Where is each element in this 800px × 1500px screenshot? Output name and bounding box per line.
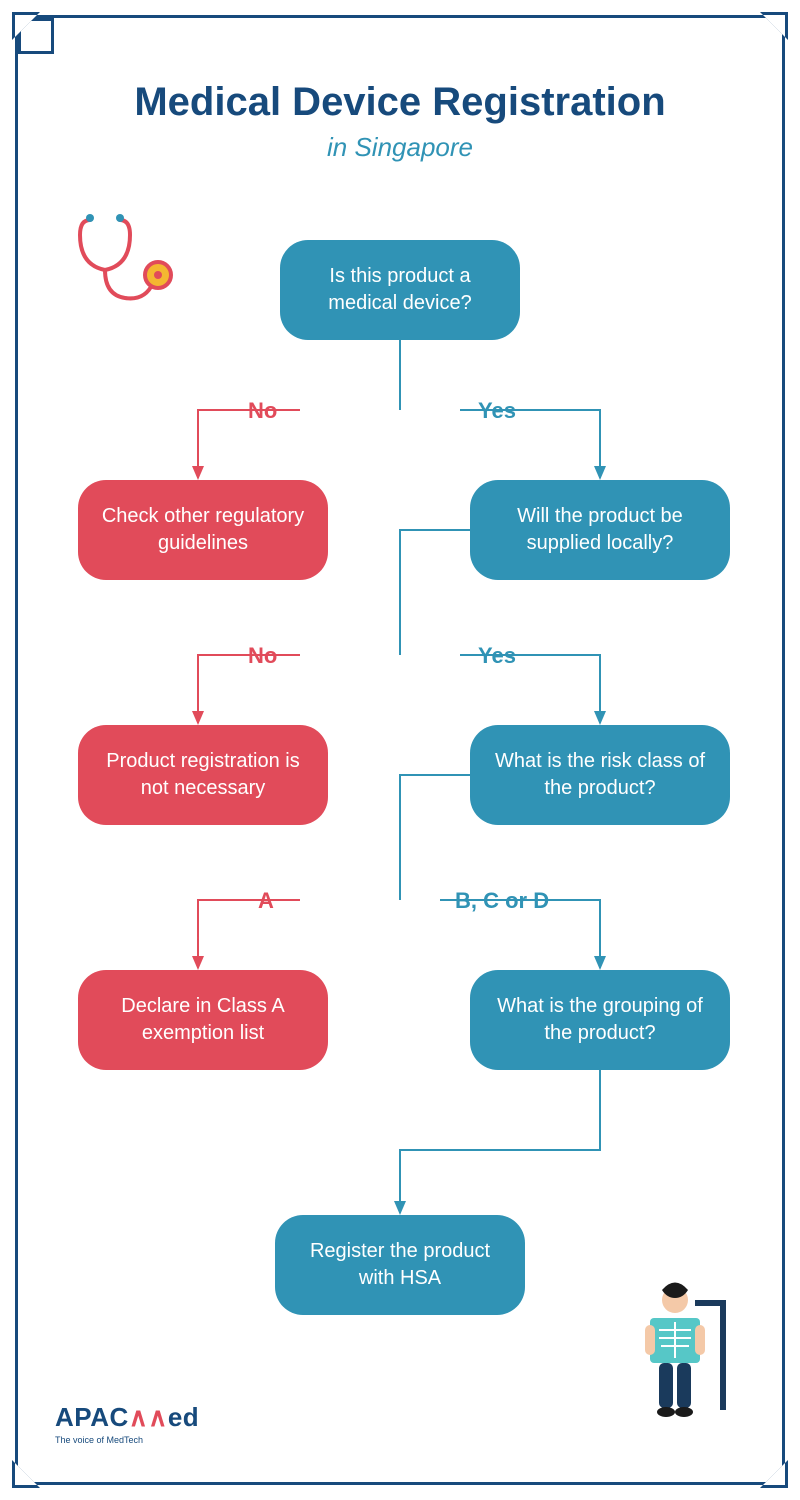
edge-label-a: A bbox=[258, 888, 274, 914]
node-text: Declare in Class A exemption list bbox=[100, 993, 306, 1047]
xray-person-icon bbox=[635, 1280, 745, 1430]
page-subtitle: in Singapore bbox=[0, 132, 800, 163]
logo-text-post: ed bbox=[168, 1402, 199, 1432]
flow-node-not-necessary: Product registration is not necessary bbox=[78, 725, 328, 825]
edge-label-bcd: B, C or D bbox=[455, 888, 549, 914]
corner-notch bbox=[760, 1460, 788, 1488]
logo-pulse-icon: ∧∧ bbox=[129, 1402, 168, 1432]
node-text: What is the risk class of the product? bbox=[492, 748, 708, 802]
edge-label-no: No bbox=[248, 398, 277, 424]
flow-node-other-guidelines: Check other regulatory guidelines bbox=[78, 480, 328, 580]
flow-node-register-hsa: Register the product with HSA bbox=[275, 1215, 525, 1315]
corner-notch bbox=[12, 12, 40, 40]
node-text: Check other regulatory guidelines bbox=[100, 503, 306, 557]
page-title: Medical Device Registration bbox=[0, 80, 800, 125]
apacmed-logo: APAC∧∧ed The voice of MedTech bbox=[55, 1402, 199, 1445]
node-text: Product registration is not necessary bbox=[100, 748, 306, 802]
edge-label-no: No bbox=[248, 643, 277, 669]
corner-notch bbox=[760, 12, 788, 40]
flow-node-class-a: Declare in Class A exemption list bbox=[78, 970, 328, 1070]
flow-node-start: Is this product a medical device? bbox=[280, 240, 520, 340]
edge-label-yes: Yes bbox=[478, 398, 516, 424]
node-text: Is this product a medical device? bbox=[302, 263, 498, 317]
node-text: Will the product be supplied locally? bbox=[492, 503, 708, 557]
node-text: What is the grouping of the product? bbox=[492, 993, 708, 1047]
flow-node-supplied-locally: Will the product be supplied locally? bbox=[470, 480, 730, 580]
flow-node-grouping: What is the grouping of the product? bbox=[470, 970, 730, 1070]
stethoscope-icon bbox=[70, 210, 180, 310]
edge-label-yes: Yes bbox=[478, 643, 516, 669]
logo-text-pre: APAC bbox=[55, 1402, 129, 1432]
corner-notch bbox=[12, 1460, 40, 1488]
flow-node-risk-class: What is the risk class of the product? bbox=[470, 725, 730, 825]
node-text: Register the product with HSA bbox=[297, 1238, 503, 1292]
logo-tagline: The voice of MedTech bbox=[55, 1435, 199, 1445]
